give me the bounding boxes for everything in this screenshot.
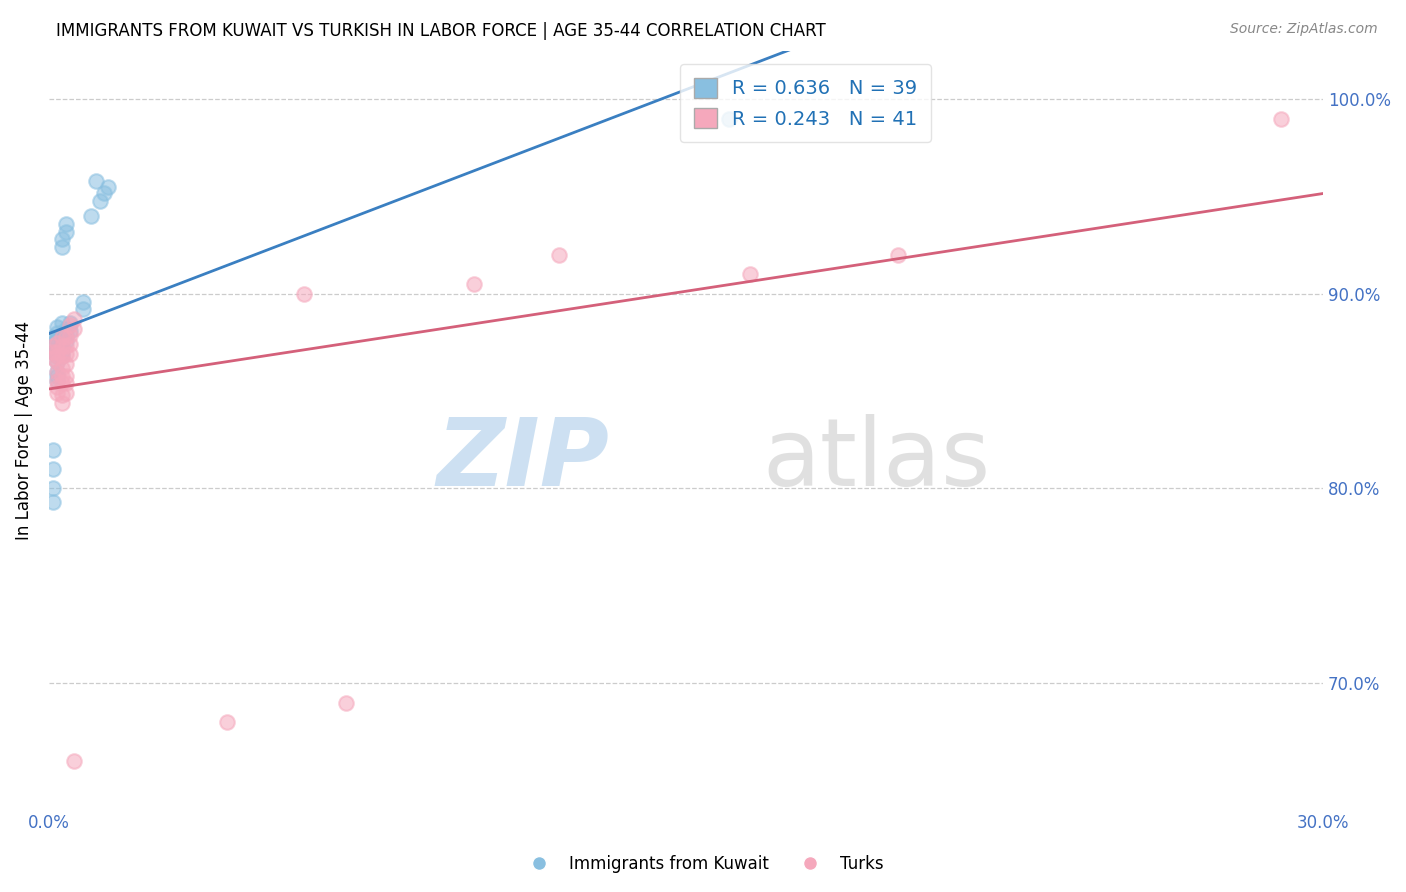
- Point: [63, 312, 86, 326]
- Point: [717, 112, 740, 126]
- Point: [55, 327, 77, 342]
- Text: IMMIGRANTS FROM KUWAIT VS TURKISH IN LABOR FORCE | AGE 35-44 CORRELATION CHART: IMMIGRANTS FROM KUWAIT VS TURKISH IN LAB…: [56, 22, 825, 40]
- Point: [55, 357, 77, 371]
- Point: [51, 388, 73, 402]
- Point: [72, 294, 94, 309]
- Point: [55, 334, 77, 348]
- Point: [55, 376, 77, 391]
- Point: [55, 322, 77, 336]
- Point: [51, 349, 73, 363]
- Point: [46, 355, 69, 369]
- Text: ZIP: ZIP: [437, 415, 610, 507]
- Point: [93, 186, 115, 200]
- Point: [55, 217, 77, 231]
- Point: [335, 696, 357, 710]
- Point: [55, 225, 77, 239]
- Legend: Immigrants from Kuwait, Turks: Immigrants from Kuwait, Turks: [516, 848, 890, 880]
- Point: [59, 347, 82, 361]
- Point: [217, 714, 239, 729]
- Point: [51, 329, 73, 343]
- Point: [42, 345, 65, 359]
- Point: [72, 302, 94, 317]
- Point: [46, 320, 69, 334]
- Point: [51, 240, 73, 254]
- Point: [46, 375, 69, 389]
- Point: [738, 268, 761, 282]
- Point: [51, 334, 73, 348]
- Point: [46, 380, 69, 394]
- Point: [97, 180, 120, 194]
- Point: [51, 327, 73, 342]
- Point: [46, 386, 69, 401]
- Point: [63, 754, 86, 768]
- Legend: R = 0.636   N = 39, R = 0.243   N = 41: R = 0.636 N = 39, R = 0.243 N = 41: [681, 64, 931, 142]
- Point: [59, 316, 82, 330]
- Point: [55, 368, 77, 383]
- Point: [55, 347, 77, 361]
- Point: [84, 174, 107, 188]
- Point: [55, 339, 77, 353]
- Point: [292, 286, 315, 301]
- Point: [51, 339, 73, 353]
- Point: [46, 332, 69, 346]
- Point: [51, 368, 73, 383]
- Y-axis label: In Labor Force | Age 35-44: In Labor Force | Age 35-44: [15, 320, 32, 540]
- Point: [46, 365, 69, 379]
- Point: [55, 386, 77, 401]
- Point: [46, 326, 69, 340]
- Point: [46, 349, 69, 363]
- Point: [51, 376, 73, 391]
- Point: [1270, 112, 1292, 126]
- Point: [80, 209, 103, 223]
- Point: [46, 343, 69, 358]
- Point: [51, 339, 73, 353]
- Text: atlas: atlas: [762, 415, 991, 507]
- Point: [42, 329, 65, 343]
- Point: [887, 248, 910, 262]
- Point: [42, 351, 65, 365]
- Point: [63, 322, 86, 336]
- Point: [51, 349, 73, 363]
- Point: [42, 482, 65, 496]
- Point: [46, 345, 69, 359]
- Point: [463, 277, 485, 292]
- Point: [42, 335, 65, 350]
- Point: [51, 360, 73, 375]
- Point: [46, 355, 69, 369]
- Point: [46, 375, 69, 389]
- Point: [46, 335, 69, 350]
- Text: Source: ZipAtlas.com: Source: ZipAtlas.com: [1230, 22, 1378, 37]
- Point: [46, 368, 69, 383]
- Point: [89, 194, 111, 208]
- Point: [59, 337, 82, 351]
- Point: [42, 345, 65, 359]
- Point: [42, 495, 65, 509]
- Point: [51, 345, 73, 359]
- Point: [42, 462, 65, 476]
- Point: [42, 442, 65, 457]
- Point: [59, 324, 82, 338]
- Point: [46, 349, 69, 363]
- Point: [46, 365, 69, 379]
- Point: [59, 327, 82, 342]
- Point: [42, 339, 65, 353]
- Point: [51, 396, 73, 410]
- Point: [59, 318, 82, 332]
- Point: [55, 329, 77, 343]
- Point: [547, 248, 569, 262]
- Point: [51, 232, 73, 246]
- Point: [51, 316, 73, 330]
